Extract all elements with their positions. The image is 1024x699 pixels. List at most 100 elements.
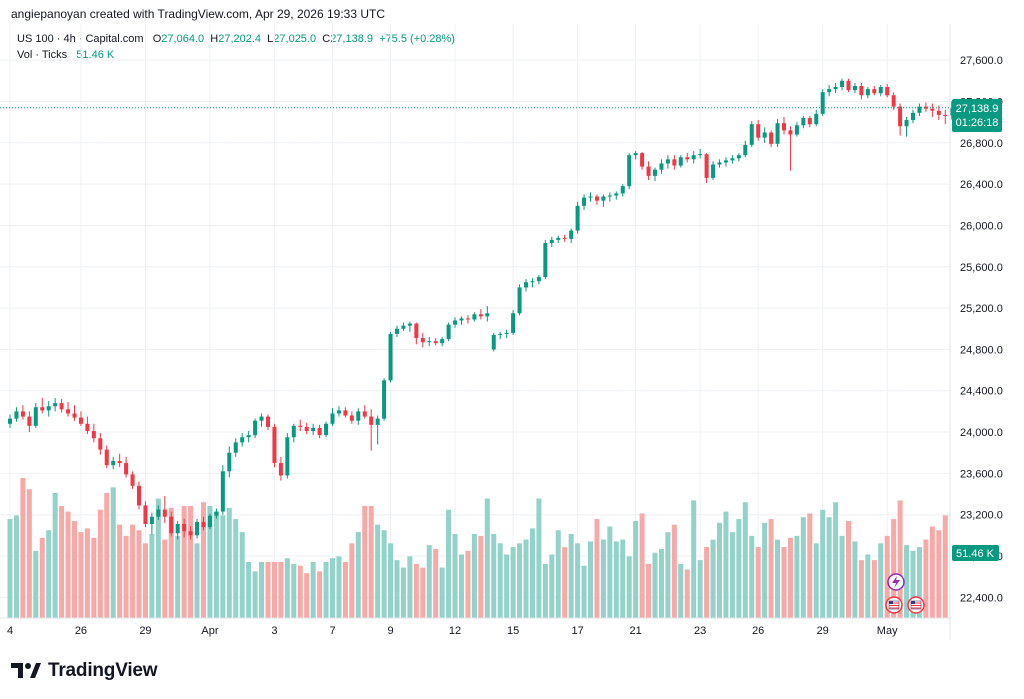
volume-bar	[46, 530, 52, 618]
candle-body	[782, 123, 786, 131]
volume-bar	[259, 562, 265, 618]
candle-body	[375, 418, 380, 425]
candle-body	[66, 409, 71, 414]
candle-body	[511, 313, 516, 333]
volume-bar	[149, 534, 155, 618]
volume-bar	[104, 492, 110, 618]
volume-bar	[91, 537, 97, 618]
volume-bar	[446, 509, 452, 618]
candle-series	[8, 78, 954, 540]
candle-body	[846, 80, 851, 91]
volume-bar	[517, 543, 523, 618]
volume-bar	[407, 556, 413, 618]
candle-body	[98, 438, 103, 450]
candle-body	[575, 205, 580, 231]
candle-body	[117, 460, 122, 464]
volume-bar	[813, 543, 819, 618]
candle-body	[453, 320, 458, 325]
volume-bar	[684, 569, 690, 618]
candle-body	[524, 282, 528, 288]
volume-bar	[78, 532, 84, 618]
last-price-tag[interactable]: 27,138.9 01:26:18	[952, 99, 1002, 132]
candle-body	[653, 169, 657, 176]
candle-body	[27, 416, 32, 426]
volume-bar	[194, 543, 200, 618]
volume-tag[interactable]: 51.46 K	[952, 545, 999, 561]
candle-body	[633, 153, 638, 156]
candle-body	[420, 338, 425, 343]
volume-bar	[781, 547, 787, 618]
tradingview-logo-icon	[11, 663, 41, 678]
candle-body	[917, 106, 922, 113]
candle-body	[911, 112, 915, 121]
volume-bar	[626, 556, 632, 618]
volume-bar	[497, 543, 503, 618]
candle-body	[175, 523, 180, 534]
candle-body	[775, 123, 780, 144]
us-flag-event-icon[interactable]	[885, 596, 903, 614]
volume-bar	[723, 511, 729, 618]
candle-body	[588, 196, 593, 198]
us-flag-event-icon-2[interactable]	[907, 596, 925, 614]
y-tick-label: 23,200.0	[960, 510, 1003, 522]
volume-bar	[536, 498, 542, 618]
candle-body	[149, 516, 154, 524]
x-tick-label: 23	[694, 625, 706, 637]
candle-body	[885, 87, 890, 96]
candle-body	[485, 313, 490, 317]
volume-bar	[529, 528, 535, 618]
volume-bar	[865, 554, 871, 618]
symbol-label[interactable]: US 100 · 4h · Capital.com	[17, 33, 144, 45]
candle-body	[207, 515, 212, 528]
candle-body	[85, 423, 90, 432]
y-tick-label: 26,000.0	[960, 220, 1003, 232]
volume-bar	[375, 524, 381, 618]
candle-body	[459, 318, 464, 321]
candle-body	[188, 531, 193, 536]
volume-bar	[310, 562, 316, 618]
candle-body	[672, 159, 677, 166]
y-tick-label: 24,400.0	[960, 386, 1003, 398]
volume-bar	[181, 506, 187, 618]
change-value: +75.5 (+0.28%)	[379, 33, 455, 45]
tradingview-logo-text: TradingView	[48, 660, 158, 681]
volume-bar	[330, 558, 335, 618]
candle-body	[498, 333, 503, 335]
candle-body	[91, 431, 96, 439]
tradingview-logo[interactable]: TradingView	[11, 660, 158, 682]
volume-label[interactable]: Vol · Ticks	[17, 49, 68, 61]
candle-body	[20, 411, 25, 417]
volume-bar	[846, 520, 851, 618]
volume-bar	[678, 563, 684, 618]
candle-body	[794, 125, 799, 135]
volume-bar	[620, 539, 626, 618]
volume-bar	[613, 541, 619, 618]
candle-body	[627, 155, 632, 187]
candle-body	[304, 426, 309, 432]
volume-bar	[201, 502, 206, 618]
volume-bar	[368, 506, 374, 618]
x-tick-label: 15	[507, 625, 519, 637]
candle-body	[440, 339, 445, 344]
volume-bar	[142, 543, 148, 618]
volume-bar	[362, 506, 368, 618]
volume-tag-text: 51.46 K	[956, 548, 995, 560]
volume-bar	[336, 556, 342, 618]
volume-bar	[175, 535, 181, 618]
volume-bar	[833, 502, 839, 618]
x-tick-label: 29	[817, 625, 829, 637]
volume-bar	[65, 511, 71, 618]
candle-body	[685, 157, 690, 160]
volume-bar	[504, 554, 510, 618]
volume-bar	[207, 506, 213, 618]
volume-bar	[555, 530, 561, 618]
volume-bar	[439, 567, 445, 618]
candle-body	[285, 437, 290, 476]
volume-bar	[413, 563, 419, 618]
candle-body	[291, 425, 296, 438]
candle-body	[330, 413, 335, 424]
candle-body	[227, 452, 232, 472]
candle-body	[401, 325, 406, 329]
alert-lightning-icon[interactable]	[887, 573, 905, 591]
